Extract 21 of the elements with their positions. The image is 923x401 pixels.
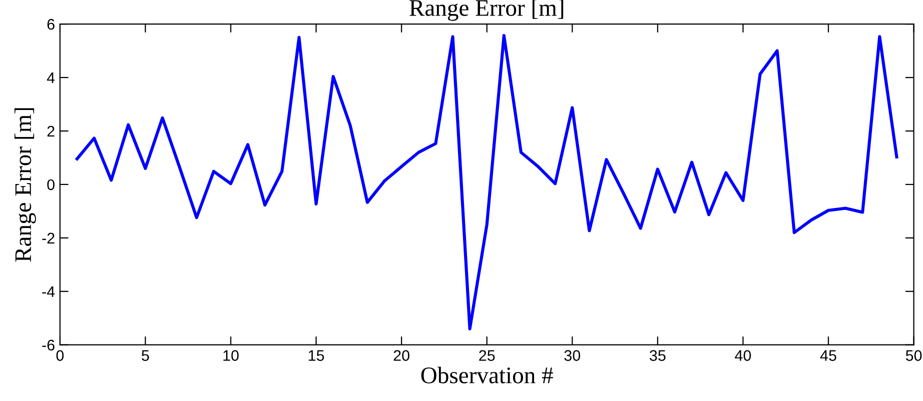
y-tick-label: -2 xyxy=(42,232,54,244)
y-tick-label: -6 xyxy=(42,340,54,351)
x-tick-label: 50 xyxy=(906,350,922,361)
y-tick-label: 6 xyxy=(47,18,54,30)
y-tick-label: 0 xyxy=(47,179,55,190)
y-tick-label: 2 xyxy=(47,126,54,137)
y-tick-label: -4 xyxy=(42,286,55,297)
x-tick-label: 45 xyxy=(820,350,836,361)
y-axis-title: Range Error [m] xyxy=(14,108,36,262)
y-tick-label: 4 xyxy=(46,72,55,84)
x-tick-label: 25 xyxy=(479,350,495,361)
x-tick-label: 0 xyxy=(56,350,64,361)
line-series xyxy=(76,34,898,330)
x-tick-label: 35 xyxy=(650,350,666,361)
x-tick-label: 10 xyxy=(223,350,239,361)
x-axis-title: Observation # xyxy=(421,366,554,384)
x-tick-label: 20 xyxy=(394,350,410,361)
x-tick-label: 40 xyxy=(734,350,751,361)
x-tick-label: 30 xyxy=(564,350,580,361)
x-tick-label: 5 xyxy=(142,350,149,361)
x-tick-label: 15 xyxy=(308,350,324,361)
